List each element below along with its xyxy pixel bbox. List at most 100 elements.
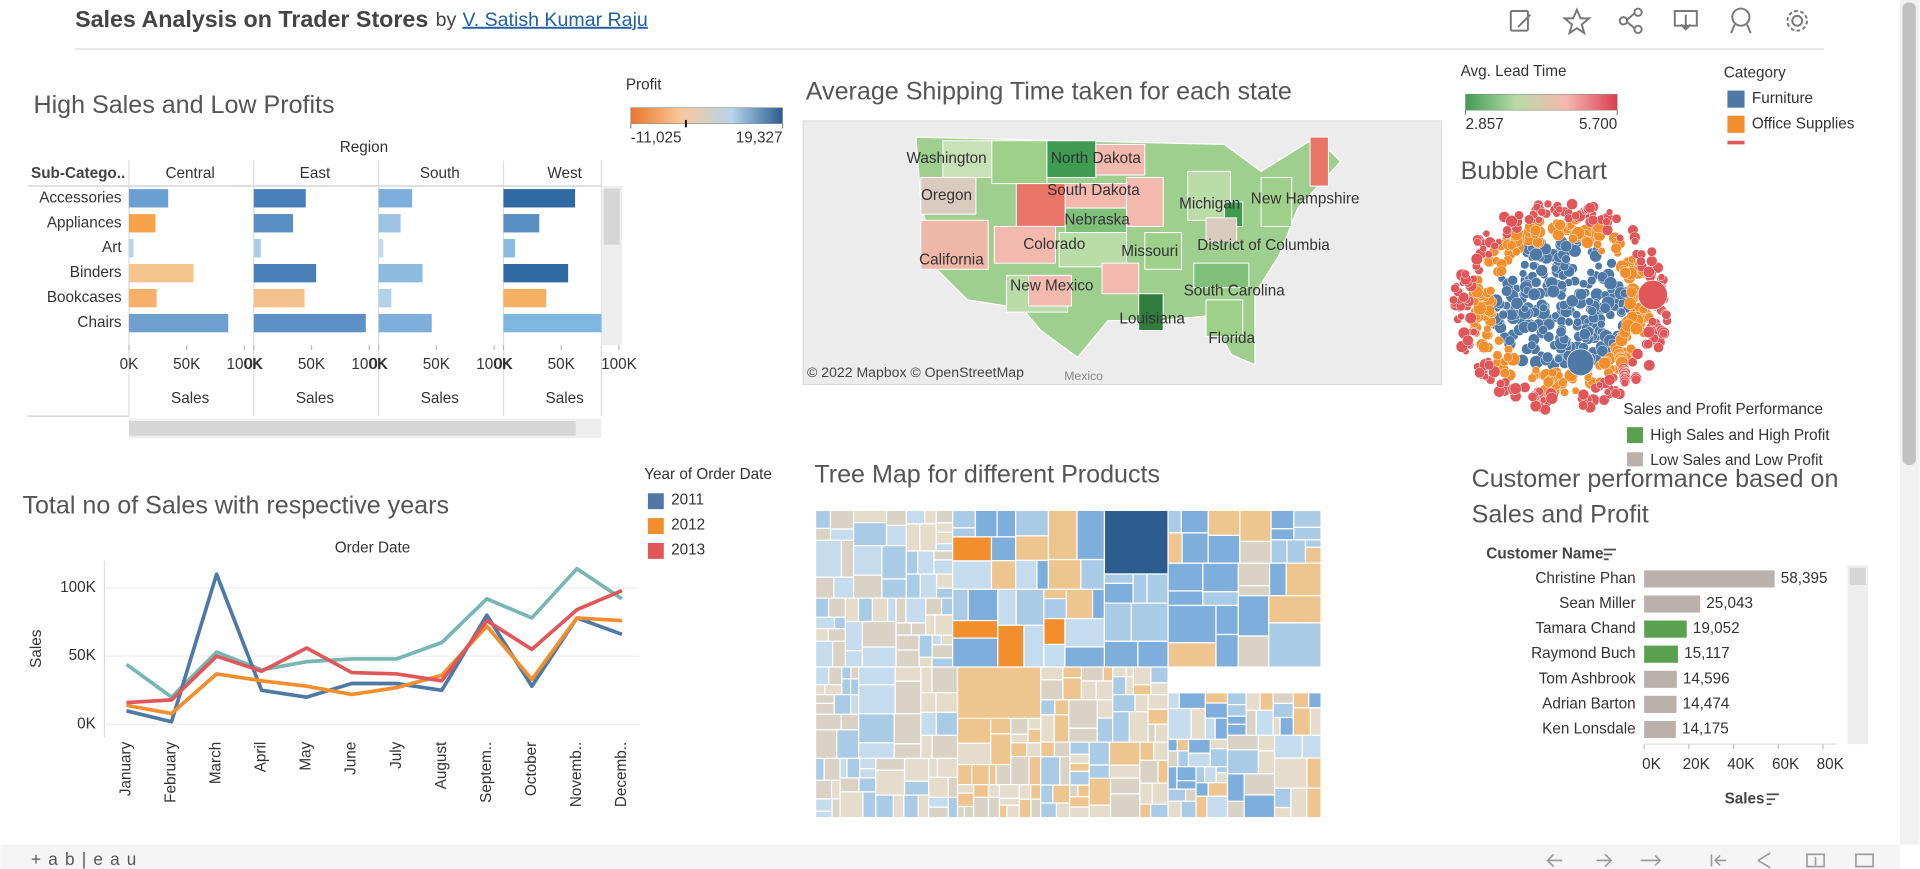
state-shape: [1260, 176, 1293, 227]
tree-cell: [841, 678, 852, 696]
h-scrollbar-thumb[interactable]: [128, 421, 576, 436]
bubble: [1464, 311, 1477, 325]
bubble: [1571, 211, 1581, 221]
tree-cell: [963, 805, 975, 819]
tree-cell: [1167, 509, 1182, 534]
tree-cell: [925, 614, 936, 636]
download-button[interactable]: [1673, 10, 1698, 31]
tree-cell: [1237, 562, 1271, 587]
legend-title: Profit: [626, 77, 662, 94]
tree-cell: [894, 680, 922, 715]
tree-cell: [1279, 716, 1294, 736]
bubble: [1535, 264, 1548, 277]
bubble: [1492, 350, 1503, 361]
badge-button[interactable]: [1730, 7, 1752, 34]
bubble: [1586, 268, 1596, 277]
bubble: [1457, 312, 1465, 321]
bar: [128, 214, 156, 233]
bubble: [1524, 214, 1535, 225]
tree-cell: [1237, 585, 1271, 597]
bubble: [1556, 280, 1567, 291]
tree-cell: [827, 628, 847, 642]
tree-cell: [1128, 711, 1149, 743]
category-label: Ken Lonsdale: [1542, 721, 1635, 738]
tree-cell: [1132, 666, 1152, 686]
tree-cell: [1018, 784, 1032, 800]
bubble: [1573, 317, 1583, 327]
redo-button[interactable]: [1596, 853, 1613, 868]
state-shape: [1309, 136, 1329, 187]
tree-cell: [1308, 692, 1322, 709]
tree-cell: [956, 717, 992, 744]
favorite-button[interactable]: [1561, 7, 1592, 36]
bubble: [1566, 348, 1595, 377]
bar: [1644, 645, 1678, 663]
bubble: [1623, 297, 1637, 310]
tree-cell: [1040, 679, 1064, 701]
bubble: [1631, 374, 1642, 385]
author-link[interactable]: V. Satish Kumar Raju: [462, 9, 647, 31]
bubble: [1509, 382, 1522, 395]
tree-cell: [1177, 750, 1190, 768]
bar: [128, 288, 157, 308]
bubble: [1551, 311, 1560, 320]
bubble: [1554, 354, 1564, 364]
tree-cell: [1015, 588, 1045, 626]
tree-cell: [935, 573, 954, 589]
tree-cell: [996, 509, 1017, 538]
revert-button[interactable]: [1640, 854, 1662, 866]
share-footer-button[interactable]: [1757, 852, 1771, 869]
tree-cell: [1137, 640, 1169, 668]
tableau-logo[interactable]: + a b | e a u: [31, 849, 138, 869]
state-label: South Carolina: [1184, 282, 1286, 299]
bubble: [1502, 225, 1512, 235]
tree-cell: [814, 779, 833, 800]
tree-cell: [1257, 750, 1276, 775]
bubble: [1511, 247, 1521, 257]
tree-cell: [875, 769, 906, 796]
x-tick-label: 0K: [120, 356, 139, 373]
tree-cell: [1268, 595, 1322, 624]
tree-cell: [858, 684, 896, 715]
category-label: Art: [102, 239, 122, 256]
state-shape: [1144, 232, 1183, 270]
bubble: [1505, 214, 1518, 228]
scrollbar-thumb[interactable]: [1902, 2, 1916, 466]
state-label: North Dakota: [1051, 150, 1142, 167]
edit-button[interactable]: [1509, 10, 1532, 32]
chart-title: Average Shipping Time taken for each sta…: [806, 78, 1292, 106]
tree-cell: [1150, 666, 1169, 684]
fullscreen-button[interactable]: [1855, 853, 1874, 868]
bubble: [1474, 367, 1486, 379]
bubble: [1499, 368, 1510, 379]
bubble: [1584, 202, 1596, 214]
tree-cell: [998, 797, 1020, 806]
sort-icon[interactable]: [1603, 548, 1617, 561]
download-footer-button[interactable]: [1806, 853, 1825, 868]
bubble: [1620, 378, 1630, 388]
x-tick-label: April: [253, 742, 270, 773]
settings-button[interactable]: [1786, 10, 1808, 32]
reset-button[interactable]: [1710, 854, 1727, 867]
bubble: [1627, 357, 1638, 368]
category-label: Raymond Buch: [1531, 645, 1635, 662]
tree-cell: [1185, 788, 1197, 802]
line: [125, 566, 623, 699]
tree-cell: [844, 650, 863, 668]
tree-cell: [998, 804, 1008, 819]
share-button[interactable]: [1618, 7, 1643, 35]
tree-cell: [1237, 595, 1270, 637]
bubble: [1558, 377, 1568, 388]
bubble: [1496, 379, 1506, 389]
bubble: [1629, 322, 1643, 336]
tree-cell: [852, 509, 888, 524]
value-label: 19,052: [1693, 620, 1740, 637]
bar: [128, 313, 229, 333]
tree-cell: [1243, 773, 1276, 796]
tree-cell: [1209, 738, 1229, 750]
x-tick-label: 0K: [494, 356, 513, 373]
tree-cell: [852, 574, 883, 599]
undo-button[interactable]: [1546, 853, 1563, 868]
sort-icon[interactable]: [1766, 793, 1779, 806]
x-tick-label: March: [208, 742, 225, 784]
